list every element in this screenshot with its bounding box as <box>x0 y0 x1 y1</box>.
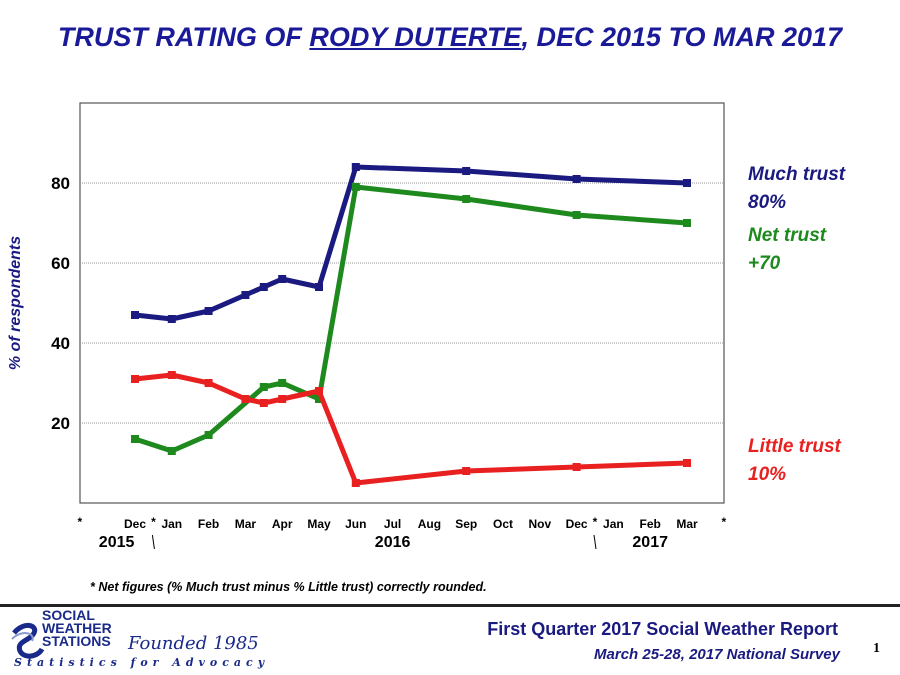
data-point <box>204 379 213 387</box>
report-subtitle: March 25-28, 2017 National Survey <box>594 646 840 663</box>
data-point <box>462 195 471 203</box>
footer-divider <box>0 604 900 607</box>
data-point <box>351 479 360 487</box>
x-tick-label: Sep <box>455 517 477 531</box>
x-tick-label: Dec <box>566 517 588 531</box>
data-point <box>259 383 268 391</box>
year-separator <box>593 534 597 550</box>
x-tick-label: Aug <box>418 517 441 531</box>
data-point <box>278 275 287 283</box>
data-point <box>131 375 139 383</box>
footnote: * Net figures (% Much trust minus % Litt… <box>90 580 487 594</box>
data-point <box>241 395 250 403</box>
data-point <box>683 219 691 227</box>
logo-text: SOCIAL WEATHER STATIONS <box>42 607 112 649</box>
x-tick-label: Oct <box>493 517 513 531</box>
y-tick-label: 40 <box>51 334 70 353</box>
series-end-label: Much trust <box>748 164 846 185</box>
data-point <box>278 379 287 387</box>
founded-text: Founded 1985 <box>128 633 259 654</box>
x-tick-label: Feb <box>640 517 661 531</box>
plot-frame <box>79 102 725 504</box>
x-tick-label: Jun <box>345 517 366 531</box>
data-point <box>167 447 176 455</box>
x-tick-label: Jan <box>161 517 182 531</box>
data-point <box>572 463 581 471</box>
x-tick-label: Nov <box>528 517 551 531</box>
series-line <box>134 184 688 454</box>
x-asterisk: * <box>77 515 82 529</box>
page-number: 1 <box>873 641 880 656</box>
x-tick-label: Mar <box>235 517 257 531</box>
data-point <box>683 459 691 467</box>
x-tick-label: Dec <box>124 517 146 531</box>
data-point <box>131 435 139 443</box>
data-point <box>278 395 287 403</box>
x-tick-label: Feb <box>198 517 219 531</box>
series-end-label: Little trust <box>748 436 842 457</box>
year-label: 2016 <box>375 534 411 551</box>
x-asterisk: * <box>151 515 156 529</box>
series-end-value: 10% <box>748 464 786 485</box>
data-point <box>259 399 268 407</box>
title-name: RODY DUTERTE <box>309 22 522 52</box>
data-point <box>204 307 213 315</box>
x-tick-label: Apr <box>272 517 293 531</box>
y-tick-label: 80 <box>51 174 70 193</box>
data-point <box>351 183 360 191</box>
data-point <box>241 291 250 299</box>
x-tick-label: Jul <box>384 517 401 531</box>
data-point <box>315 395 323 403</box>
data-point <box>315 283 323 291</box>
chart-title: TRUST RATING OF RODY DUTERTE, DEC 2015 T… <box>0 22 900 53</box>
report-title: First Quarter 2017 Social Weather Report <box>487 619 838 639</box>
data-point <box>167 315 176 323</box>
sws-logo-icon <box>11 623 45 659</box>
x-tick-label: Mar <box>676 517 698 531</box>
data-point <box>204 431 213 439</box>
data-point <box>259 283 268 291</box>
title-prefix: TRUST RATING OF <box>57 22 310 52</box>
y-tick-label: 60 <box>51 254 70 273</box>
title-suffix: , DEC 2015 TO MAR 2017 <box>521 22 843 52</box>
data-point <box>462 167 471 175</box>
data-point <box>351 163 360 171</box>
data-point <box>462 467 471 475</box>
data-point <box>683 179 691 187</box>
year-label: 2015 <box>99 534 135 551</box>
year-separator <box>151 534 155 550</box>
x-tick-label: May <box>307 517 331 531</box>
series-end-value: +70 <box>748 253 781 274</box>
data-point <box>315 387 323 395</box>
data-point <box>572 211 581 219</box>
y-tick-label: 20 <box>51 414 70 433</box>
y-axis-label: % of respondents <box>7 236 24 370</box>
x-tick-label: Jan <box>603 517 624 531</box>
x-asterisk: * <box>593 515 598 529</box>
data-point <box>572 175 581 183</box>
series-end-value: 80% <box>748 192 786 213</box>
year-label: 2017 <box>632 534 668 551</box>
x-asterisk: * <box>721 515 726 529</box>
data-point <box>131 311 139 319</box>
data-point <box>167 371 176 379</box>
trust-line-chart: 20 40 60 80 % of respondents Dec Jan Feb Mar Apr M… <box>7 102 846 551</box>
series-end-label: Net trust <box>748 225 827 246</box>
tagline: Statistics for Advocacy <box>14 656 270 669</box>
